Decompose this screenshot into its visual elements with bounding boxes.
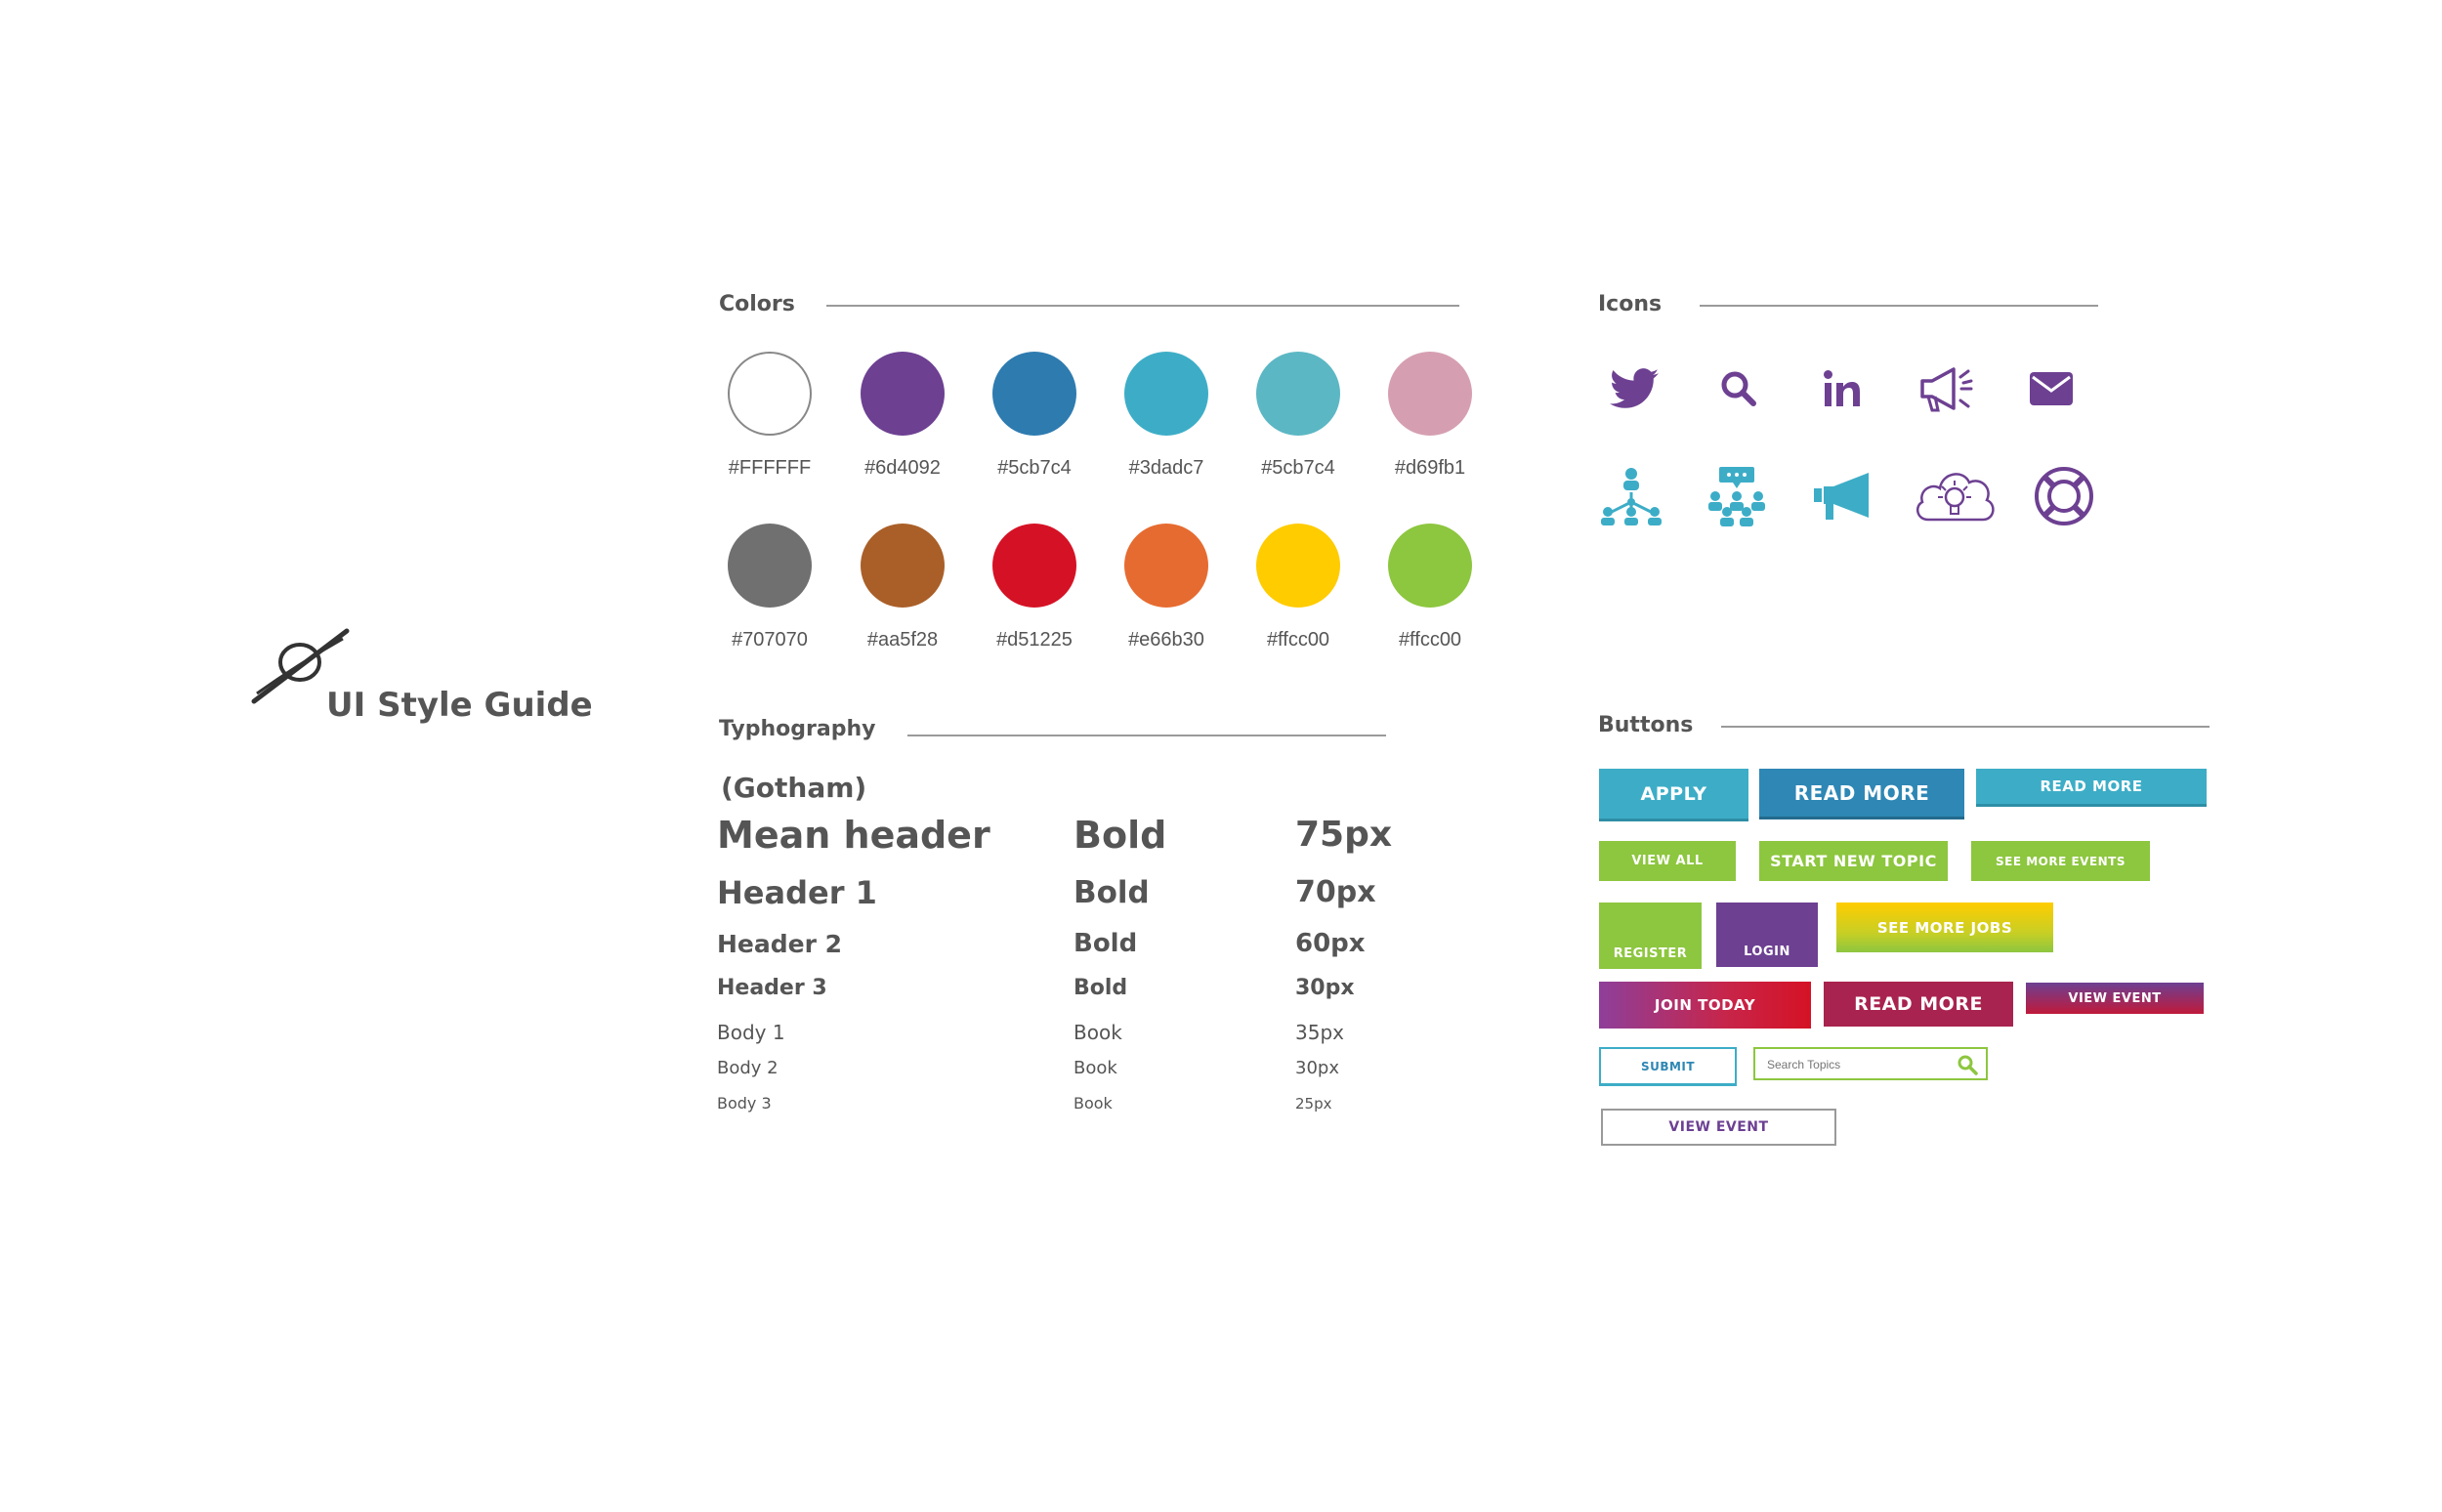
type-style-size: 35px bbox=[1295, 1021, 1344, 1044]
view-event-button-outline[interactable]: VIEW EVENT bbox=[1601, 1109, 1836, 1146]
type-style-name: Mean header bbox=[717, 814, 990, 857]
login-button[interactable]: LOGIN bbox=[1716, 903, 1818, 967]
type-style-weight: Bold bbox=[1074, 976, 1128, 1000]
type-style-name: Body 3 bbox=[717, 1094, 772, 1113]
color-swatch bbox=[992, 352, 1076, 436]
type-style-size: 75px bbox=[1295, 815, 1393, 855]
color-swatch bbox=[992, 524, 1076, 608]
color-hex-label: #ffcc00 bbox=[1266, 629, 1330, 651]
type-style-weight: Bold bbox=[1074, 929, 1138, 958]
color-swatch bbox=[728, 524, 812, 608]
lifebuoy-icon[interactable] bbox=[2032, 464, 2096, 528]
search-topics-input[interactable] bbox=[1765, 1054, 1955, 1075]
buttons-divider bbox=[1721, 726, 2210, 728]
see-more-jobs-button[interactable]: SEE MORE JOBS bbox=[1836, 903, 2053, 952]
search-icon[interactable] bbox=[1957, 1054, 1978, 1075]
color-swatch bbox=[1124, 352, 1208, 436]
view-all-button[interactable]: VIEW ALL bbox=[1599, 841, 1736, 881]
font-family-label: (Gotham) bbox=[721, 772, 867, 804]
network-icon[interactable] bbox=[1599, 464, 1663, 528]
type-style-size: 30px bbox=[1295, 976, 1355, 1000]
icons-divider bbox=[1700, 305, 2098, 307]
register-button[interactable]: REGISTER bbox=[1599, 903, 1702, 969]
color-swatch bbox=[1256, 352, 1340, 436]
color-hex-label: #aa5f28 bbox=[866, 629, 939, 651]
colors-divider bbox=[826, 305, 1459, 307]
search-topics-field[interactable] bbox=[1753, 1047, 1988, 1080]
cloud-lightbulb-icon[interactable] bbox=[1913, 461, 1997, 531]
apply-button[interactable]: APPLY bbox=[1599, 769, 1748, 821]
read-more-button-tertiary[interactable]: READ MORE bbox=[1824, 982, 2013, 1027]
read-more-button-secondary[interactable]: READ MORE bbox=[1976, 769, 2207, 807]
color-hex-label: #d69fb1 bbox=[1394, 457, 1466, 479]
type-style-name: Header 1 bbox=[717, 874, 877, 911]
page-title: UI Style Guide bbox=[326, 686, 593, 725]
linkedin-icon[interactable] bbox=[1815, 361, 1870, 416]
type-style-size: 70px bbox=[1295, 875, 1376, 909]
color-hex-label: #5cb7c4 bbox=[997, 457, 1072, 479]
color-hex-label: #6d4092 bbox=[864, 457, 941, 479]
type-style-weight: Book bbox=[1074, 1058, 1117, 1078]
read-more-button-primary[interactable]: READ MORE bbox=[1759, 769, 1964, 819]
type-style-weight: Book bbox=[1074, 1094, 1113, 1113]
join-today-button[interactable]: JOIN TODAY bbox=[1599, 982, 1811, 1029]
colors-section-title: Colors bbox=[719, 292, 795, 316]
icons-section-title: Icons bbox=[1598, 292, 1663, 316]
color-swatch bbox=[861, 352, 945, 436]
type-style-name: Body 2 bbox=[717, 1058, 779, 1078]
color-hex-label: #707070 bbox=[732, 629, 808, 651]
search-icon[interactable] bbox=[1711, 361, 1766, 416]
planet-logo-icon bbox=[251, 628, 350, 704]
type-style-weight: Bold bbox=[1074, 814, 1167, 857]
buttons-section-title: Buttons bbox=[1598, 713, 1694, 737]
color-hex-label: #e66b30 bbox=[1128, 629, 1204, 651]
see-more-events-button[interactable]: SEE MORE EVENTS bbox=[1971, 841, 2150, 881]
brand-logo bbox=[249, 625, 357, 708]
color-hex-label: #3dadc7 bbox=[1128, 457, 1204, 479]
type-style-size: 30px bbox=[1295, 1058, 1339, 1078]
type-style-weight: Bold bbox=[1074, 874, 1150, 910]
type-style-weight: Book bbox=[1074, 1021, 1122, 1044]
twitter-icon[interactable] bbox=[1607, 361, 1662, 416]
type-style-size: 25px bbox=[1295, 1094, 1332, 1113]
view-event-button-gradient[interactable]: VIEW EVENT bbox=[2026, 983, 2204, 1014]
color-swatch bbox=[1388, 524, 1472, 608]
group-chat-icon[interactable] bbox=[1705, 464, 1769, 528]
color-swatch bbox=[1388, 352, 1472, 436]
color-hex-label: #ffcc00 bbox=[1398, 629, 1462, 651]
typography-divider bbox=[907, 735, 1386, 736]
start-new-topic-button[interactable]: START NEW TOPIC bbox=[1759, 841, 1948, 881]
type-style-name: Header 3 bbox=[717, 976, 827, 1000]
type-style-size: 60px bbox=[1295, 929, 1366, 958]
megaphone-icon[interactable] bbox=[1810, 464, 1878, 528]
color-swatch bbox=[1124, 524, 1208, 608]
color-swatch bbox=[861, 524, 945, 608]
color-swatch bbox=[728, 352, 812, 436]
typography-section-title: Typhography bbox=[719, 717, 876, 741]
type-style-name: Header 2 bbox=[717, 929, 843, 958]
submit-button[interactable]: SUBMIT bbox=[1599, 1047, 1737, 1086]
type-style-name: Body 1 bbox=[717, 1021, 785, 1044]
color-swatch bbox=[1256, 524, 1340, 608]
megaphone-outline-icon[interactable] bbox=[1913, 359, 1981, 418]
mail-icon[interactable] bbox=[2024, 361, 2079, 416]
color-hex-label: #d51225 bbox=[996, 629, 1073, 651]
color-hex-label: #FFFFFF bbox=[728, 457, 812, 479]
color-hex-label: #5cb7c4 bbox=[1261, 457, 1335, 479]
